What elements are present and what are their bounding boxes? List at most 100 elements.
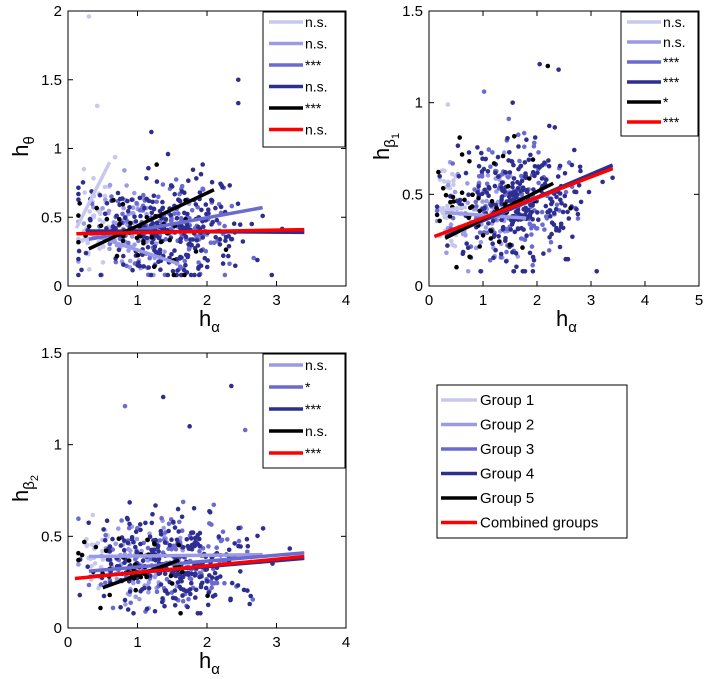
scatter-point xyxy=(513,251,519,256)
scatter-point xyxy=(488,203,494,208)
scatter-point xyxy=(527,176,532,181)
scatter-point xyxy=(543,177,549,182)
scatter-point xyxy=(445,243,450,248)
scatter-point xyxy=(137,522,143,527)
scatter-point xyxy=(146,165,151,171)
scatter-point xyxy=(209,585,214,591)
scatter-point xyxy=(150,199,155,205)
scatter-point xyxy=(112,154,118,160)
scatter-point xyxy=(504,249,509,255)
scatter-point xyxy=(547,123,552,129)
scatter-point xyxy=(171,272,177,278)
scatter-point xyxy=(222,580,227,586)
scatter-point xyxy=(144,176,149,181)
scatter-point xyxy=(187,575,193,581)
scatter-point xyxy=(242,427,248,433)
scatter-point xyxy=(137,207,143,213)
scatter-point xyxy=(465,200,471,206)
scatter-point xyxy=(248,593,253,599)
scatter-point xyxy=(186,178,191,183)
scatter-point xyxy=(119,518,124,523)
scatter-point xyxy=(109,194,114,199)
scatter-point xyxy=(198,248,204,253)
x-tick-label: 1 xyxy=(133,634,141,651)
scatter-point xyxy=(450,194,456,200)
scatter-point xyxy=(550,199,555,205)
scatter-point xyxy=(76,191,81,197)
group-legend-label: Group 2 xyxy=(480,417,534,434)
scatter-point xyxy=(233,263,238,269)
scatter-point xyxy=(226,547,232,553)
scatter-point xyxy=(556,67,561,72)
scatter-point xyxy=(169,537,174,542)
scatter-point xyxy=(518,236,524,241)
scatter-point xyxy=(100,206,105,211)
scatter-point xyxy=(577,164,583,170)
scatter-point xyxy=(157,538,163,543)
scatter-point xyxy=(260,213,266,219)
x-tick-label: 1 xyxy=(133,292,141,309)
scatter-point xyxy=(209,179,215,185)
legend-label: n.s. xyxy=(305,357,328,373)
scatter-point xyxy=(480,199,485,204)
scatter-point xyxy=(594,269,599,274)
scatter-point xyxy=(120,196,125,201)
scatter-point xyxy=(464,241,470,246)
scatter-point xyxy=(512,134,517,139)
scatter-point xyxy=(184,588,189,594)
scatter-point xyxy=(485,169,491,174)
scatter-point xyxy=(188,272,194,278)
scatter-point xyxy=(153,503,158,508)
scatter-point xyxy=(527,250,533,256)
y-tick-label: 0.5 xyxy=(41,209,62,226)
scatter-point xyxy=(89,563,94,569)
scatter-point xyxy=(165,272,171,278)
scatter-point xyxy=(227,183,232,188)
scatter-point xyxy=(89,542,95,547)
regression-line xyxy=(74,161,112,230)
scatter-point xyxy=(138,213,143,219)
scatter-point xyxy=(110,605,116,611)
scatter-point xyxy=(120,238,126,244)
scatter-point xyxy=(76,248,82,254)
legend-label: n.s. xyxy=(663,34,686,50)
scatter-point xyxy=(549,231,554,237)
scatter-point xyxy=(532,140,537,146)
scatter-point xyxy=(548,214,553,219)
scatter-point xyxy=(218,181,223,187)
scatter-point xyxy=(76,550,81,556)
scatter-point xyxy=(153,558,158,563)
scatter-point xyxy=(451,182,456,188)
scatter-point xyxy=(204,211,209,217)
scatter-point xyxy=(173,546,179,552)
scatter-point xyxy=(189,543,195,549)
scatter-point xyxy=(144,196,149,202)
scatter-point xyxy=(504,226,510,232)
scatter-point xyxy=(172,588,178,593)
scatter-point xyxy=(494,205,499,211)
legend-label: *** xyxy=(305,100,322,116)
scatter-point xyxy=(132,242,137,247)
scatter-point xyxy=(126,240,131,246)
scatter-point xyxy=(150,512,155,517)
scatter-point xyxy=(151,206,157,212)
scatter-point xyxy=(132,190,137,196)
scatter-point xyxy=(187,424,192,429)
scatter-point xyxy=(133,587,138,593)
scatter-point xyxy=(168,218,174,223)
scatter-point xyxy=(133,544,138,550)
scatter-point xyxy=(144,574,150,580)
scatter-point xyxy=(546,158,551,163)
scatter-point xyxy=(176,571,181,576)
scatter-point xyxy=(205,593,210,599)
scatter-point xyxy=(122,560,127,565)
scatter-point xyxy=(480,156,485,161)
scatter-point xyxy=(526,157,532,163)
scatter-point xyxy=(205,258,210,263)
scatter-point xyxy=(206,207,211,212)
scatter-point xyxy=(576,183,582,188)
legend-label: n.s. xyxy=(305,423,328,439)
scatter-point xyxy=(176,529,181,534)
scatter-point xyxy=(472,187,477,192)
